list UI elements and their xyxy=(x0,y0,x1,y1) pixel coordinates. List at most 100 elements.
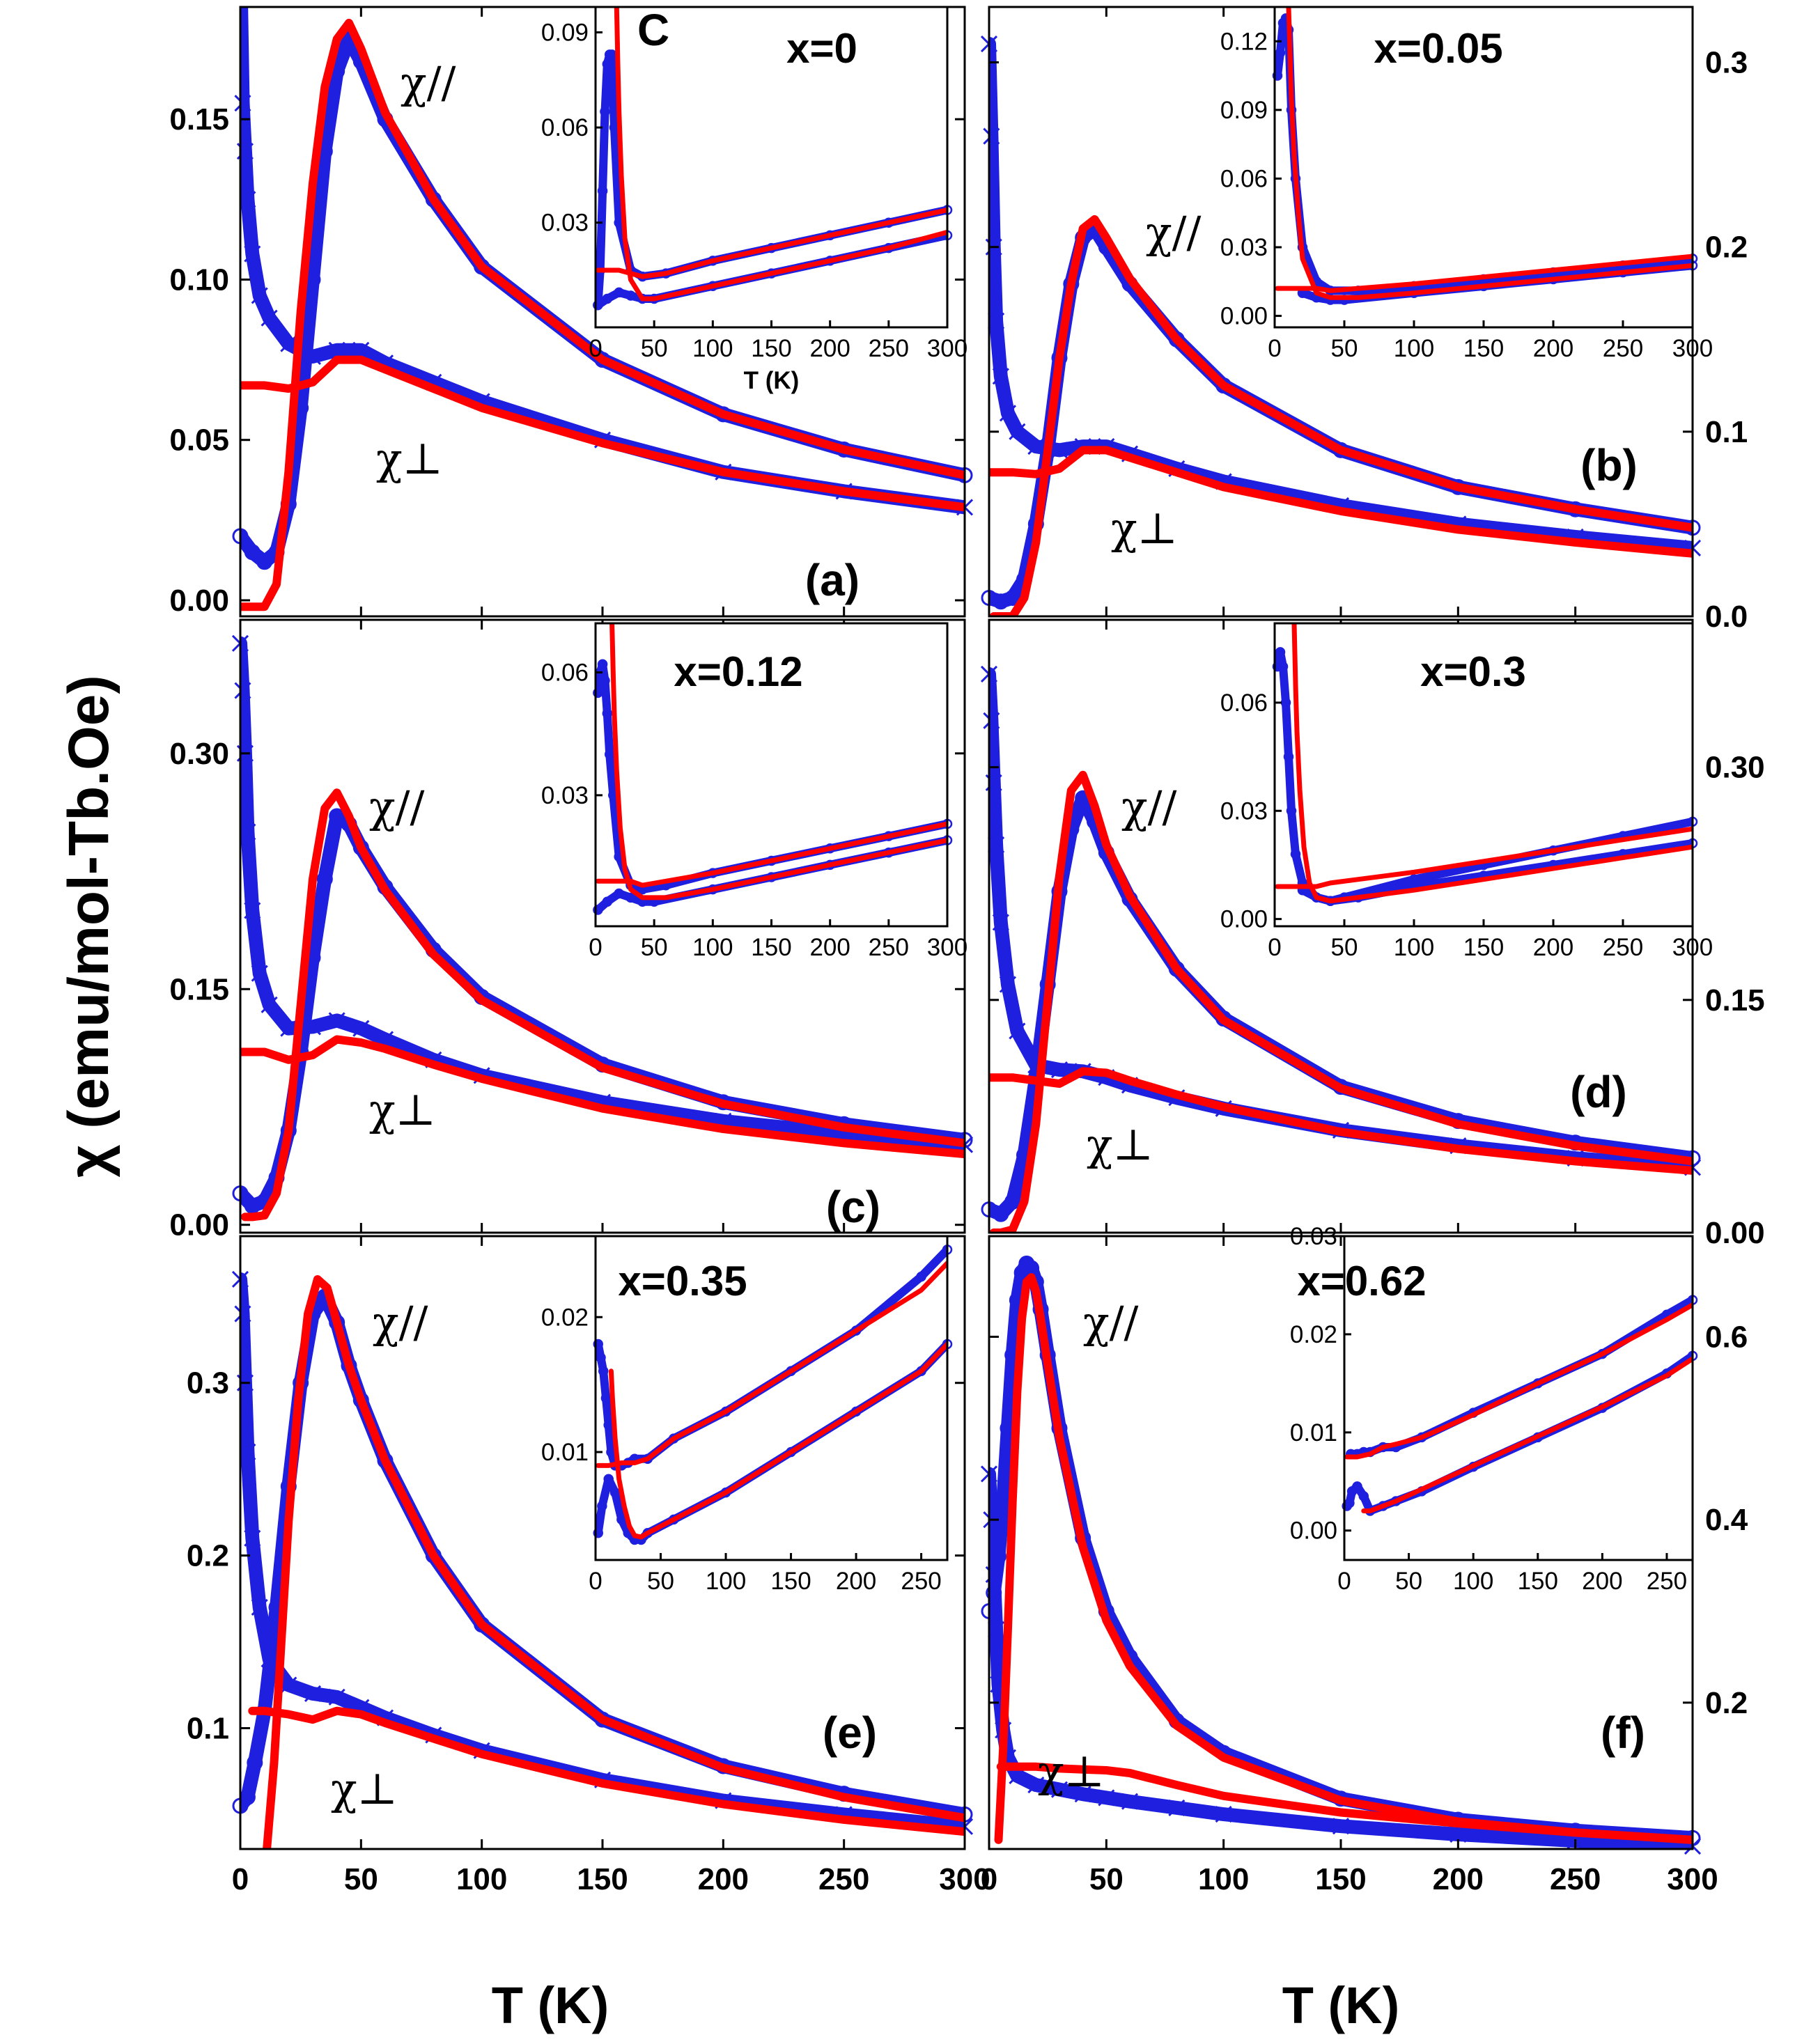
inset-y-tick-label: 0.00 xyxy=(1220,303,1268,330)
data-point xyxy=(1027,438,1045,455)
x-tick-label: 300 xyxy=(939,1862,990,1896)
inset-data-point xyxy=(593,1339,603,1350)
y-tick-label: 0.3 xyxy=(1705,46,1748,80)
data-point xyxy=(1009,423,1026,440)
inset: 0 50 100 150 200 250 300 0.03 0.06 0.09 T (K) C xyxy=(541,5,967,394)
inset: 0 50 100 150 200 250 0.00 0.01 0.02 0.03 xyxy=(1290,1223,1698,1595)
inset-x-tick-label: 300 xyxy=(927,934,967,961)
data-point xyxy=(1004,1193,1021,1210)
inset-data-point xyxy=(593,1528,603,1538)
inset-x-tick-label: 50 xyxy=(641,934,668,961)
data-point xyxy=(239,1443,256,1460)
composition-label: x=0 xyxy=(786,25,857,72)
fit-curve-3 xyxy=(989,446,1693,558)
y-tick-label: 0.2 xyxy=(1705,231,1748,265)
inset-data-point xyxy=(600,107,610,117)
x-tick-label: 0 xyxy=(981,1862,997,1896)
inset-x-tick-label: 50 xyxy=(1331,335,1358,362)
inset-x-tick-label: 150 xyxy=(1463,335,1504,362)
inset-x-tick-label: 50 xyxy=(647,1568,674,1595)
inset-data-point xyxy=(614,888,624,899)
data-point xyxy=(1027,1776,1045,1794)
chi-perp-label: χ⊥ xyxy=(1087,1119,1153,1170)
composition-label: x=0.12 xyxy=(674,648,802,695)
inset-y-tick-label: 0.03 xyxy=(1220,234,1268,261)
inset-data-point xyxy=(603,1474,614,1484)
data-point xyxy=(1050,1781,1068,1798)
panel-letter: (c) xyxy=(826,1182,880,1232)
x-tick-label: 150 xyxy=(577,1862,628,1896)
fit-curve-2 xyxy=(989,770,1693,1233)
inset-data-point xyxy=(1358,1491,1369,1501)
inset-y-tick-label: 0.03 xyxy=(1220,797,1268,825)
inset-y-tick-label: 0.06 xyxy=(541,660,589,687)
x-tick-label: 150 xyxy=(1315,1862,1366,1896)
data-curve-1 xyxy=(989,37,1693,555)
inset-data-point xyxy=(593,905,603,915)
y-tick-label: 0.15 xyxy=(1705,983,1765,1017)
y-tick-label: 0.2 xyxy=(187,1539,229,1573)
inset-y-tick-label: 0.00 xyxy=(1220,906,1268,933)
inset-data-point xyxy=(614,287,624,298)
inset-data-point xyxy=(1283,751,1294,762)
inset-y-tick-label: 0.01 xyxy=(541,1439,589,1466)
inset-data-point xyxy=(597,1501,607,1511)
data-point xyxy=(1018,1255,1035,1272)
inset-x-tick-label: 0 xyxy=(589,335,602,362)
y-tick-label: 0.2 xyxy=(1705,1686,1748,1720)
inset-x-tick-label: 300 xyxy=(1672,335,1713,362)
fit-curve-3 xyxy=(248,1706,965,1836)
inset-frame xyxy=(594,1235,949,1561)
inset-x-tick-label: 50 xyxy=(1395,1568,1422,1595)
data-point xyxy=(992,914,1009,931)
x-tick-label: 50 xyxy=(1089,1862,1124,1896)
x-tick-label: 200 xyxy=(698,1862,749,1896)
fit-curve-2 xyxy=(240,19,965,611)
inset-data-point xyxy=(1272,70,1283,81)
inset-data-point xyxy=(593,687,603,699)
y-tick-label: 0.00 xyxy=(1705,1216,1765,1250)
panel-letter: (d) xyxy=(1570,1067,1627,1117)
inset-y-tick-label: 0.02 xyxy=(541,1304,589,1331)
fit-curve-3 xyxy=(996,1762,1693,1844)
inset-y-tick-label: 0.00 xyxy=(1290,1518,1337,1545)
y-tick-label: 0.6 xyxy=(1705,1320,1748,1354)
y-tick-label: 0.0 xyxy=(1705,600,1748,634)
inset-x-tick-label: 250 xyxy=(901,1568,941,1595)
x-tick-label: 50 xyxy=(344,1862,378,1896)
inset-x-tick-label: 50 xyxy=(641,335,668,362)
y-tick-label: 0.10 xyxy=(169,263,229,297)
chi-parallel-label: χ// xyxy=(1146,207,1201,258)
chi-parallel-label: χ// xyxy=(369,781,424,832)
inset-x-tick-label: 0 xyxy=(1268,335,1281,362)
data-point xyxy=(1168,1799,1186,1816)
inset-x-tick-label: 100 xyxy=(692,335,733,362)
inset-data-point xyxy=(597,659,608,670)
inset-y-tick-label: 0.01 xyxy=(1290,1419,1337,1446)
inset-background xyxy=(594,1235,949,1561)
fit-curve-2 xyxy=(994,1273,1693,1844)
inset-data-point xyxy=(602,293,613,304)
chi-perp-label: χ⊥ xyxy=(376,433,443,484)
y-axis-title: χ (emu/mol-Tb.Oe) xyxy=(57,675,121,1177)
inset-x-tick-label: 200 xyxy=(809,335,850,362)
data-point xyxy=(251,965,268,982)
data-point xyxy=(304,1018,322,1036)
inset-x-tick-label: 50 xyxy=(1331,934,1358,961)
panel-letter: (a) xyxy=(805,555,860,605)
inset-x-tick-label: 250 xyxy=(869,934,909,961)
panel-c: 0.00 0.15 0.30 χ// χ⊥ (c) 0 50 100 150 200 250 300 0.… xyxy=(169,618,974,1242)
data-point xyxy=(328,1012,345,1029)
inset-x-tick-label: 200 xyxy=(836,1568,876,1595)
inset-x-tick-label: 0 xyxy=(1337,1568,1351,1595)
data-point xyxy=(999,405,1016,422)
inset-data-point xyxy=(597,185,608,196)
fit-curve-3 xyxy=(989,1067,1693,1175)
chi-perp-label: χ⊥ xyxy=(369,1084,436,1135)
inset-x-tick-label: 200 xyxy=(1582,1568,1622,1595)
fit-curve-3 xyxy=(240,1035,965,1159)
data-point xyxy=(1098,1789,1115,1807)
panel-b: 0.0 0.1 0.2 0.3 χ// χ⊥ (b) 0 50 100 150 200 250 300 0.… xyxy=(980,6,1748,634)
x-tick-label: 100 xyxy=(456,1862,507,1896)
